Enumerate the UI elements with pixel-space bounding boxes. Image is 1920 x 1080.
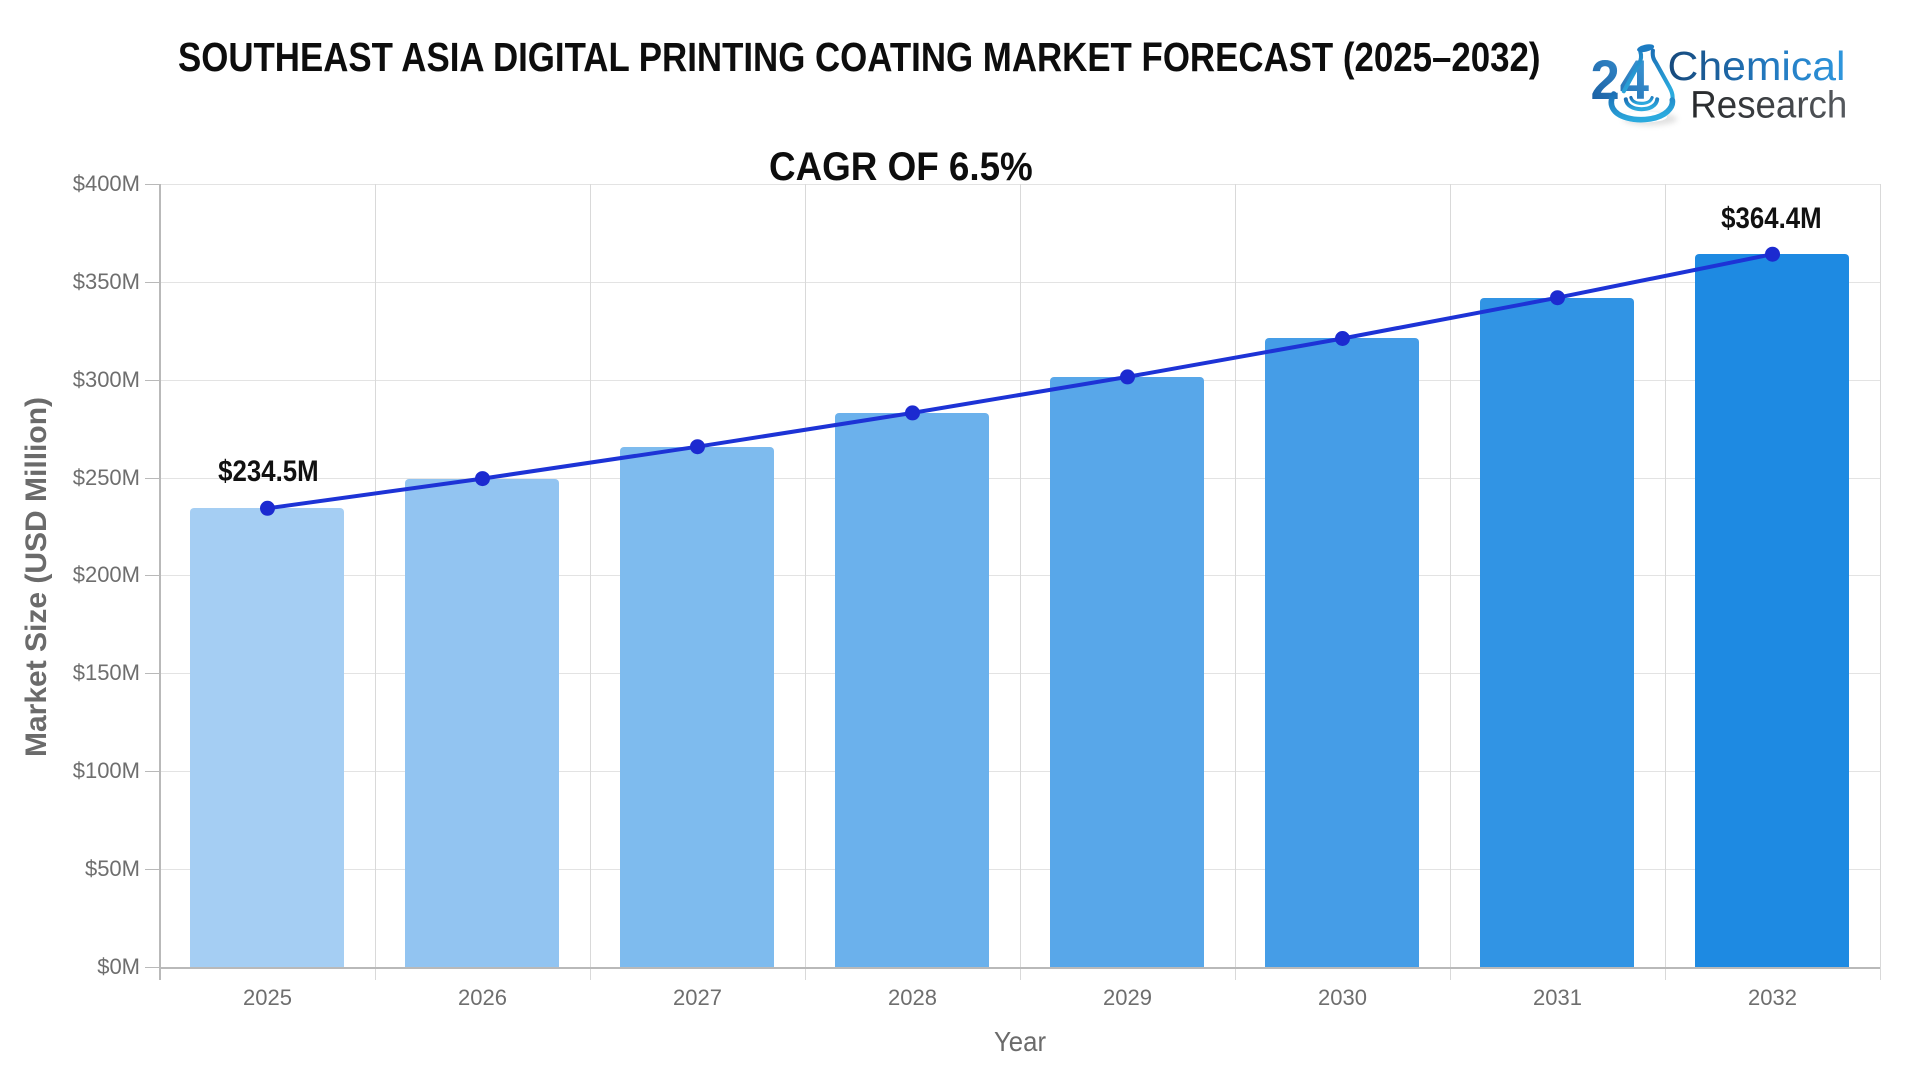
svg-text:Chemical: Chemical xyxy=(1668,43,1846,89)
svg-text:Research: Research xyxy=(1690,85,1847,127)
